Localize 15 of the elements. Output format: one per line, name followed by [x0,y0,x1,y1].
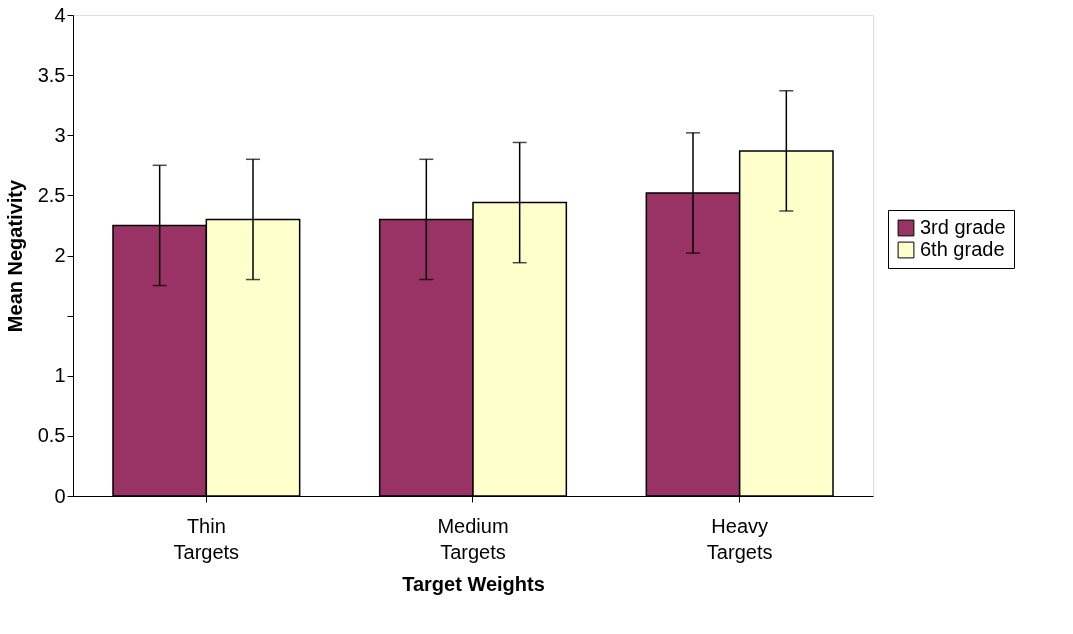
x-tick-label: Heavy Targets [706,514,773,563]
y-tick-label: 0 [54,484,66,507]
y-tick-label: 2 [54,244,66,266]
x-axis-title: Target Weights [402,572,545,595]
y-axis-title: Mean Negativity [3,178,26,333]
y-tick-label: 0.5 [37,424,66,447]
y-tick-label: 3.5 [37,63,66,86]
y-tick-label: 3 [54,123,66,146]
y-tick-label: 1 [54,364,66,387]
x-tick-label: Thin Targets [173,514,240,563]
y-tick-label: 2.5 [37,183,66,206]
legend-label: 6th grade [920,238,1005,260]
x-tick-label: Medium Targets [437,514,509,563]
y-tick-label: 4 [54,3,66,26]
legend-label: 3rd grade [920,216,1006,238]
